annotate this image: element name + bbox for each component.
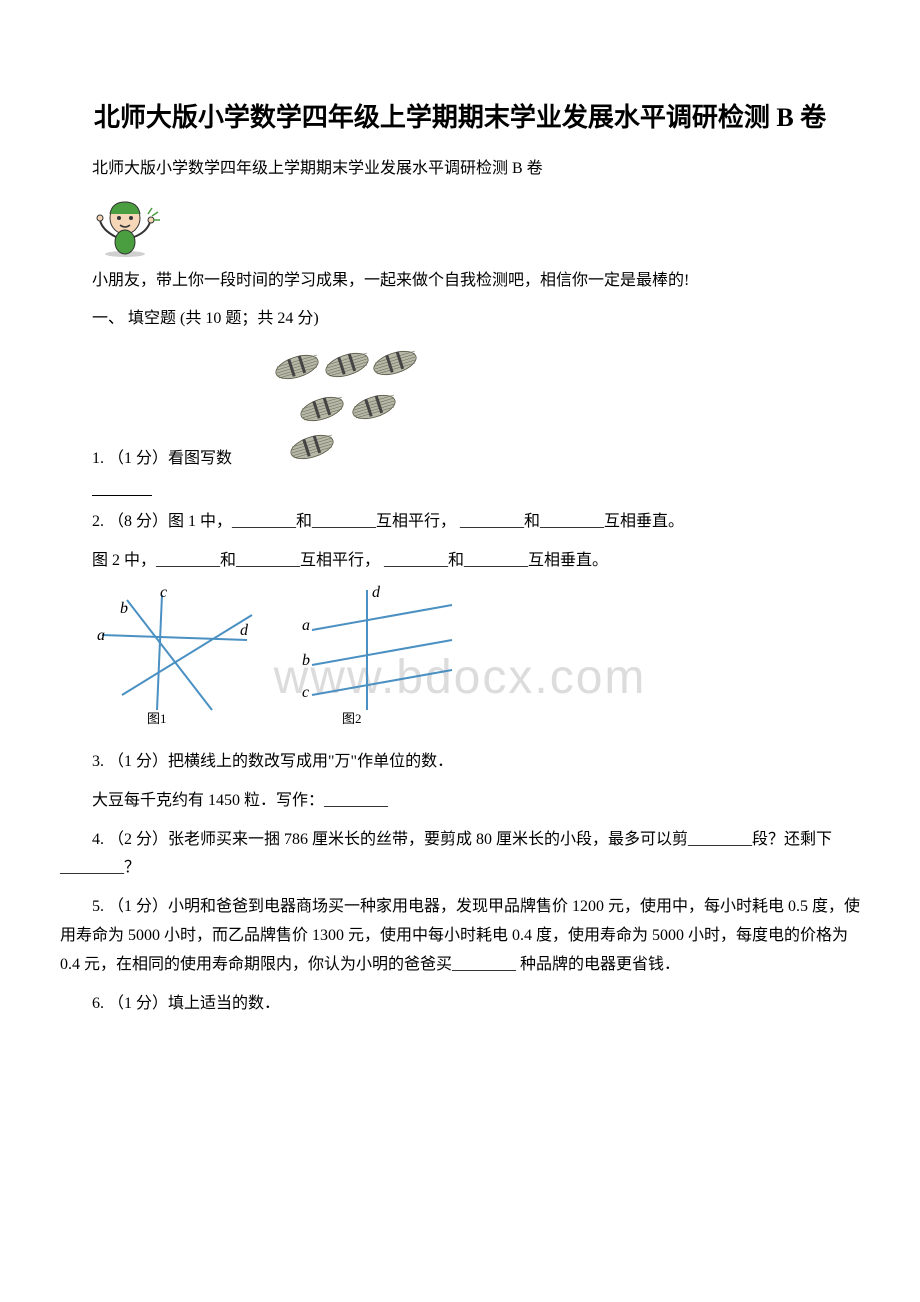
q1-blank [92, 478, 152, 496]
svg-text:d: d [240, 622, 249, 639]
question-6: 6. （1 分）填上适当的数． [60, 990, 860, 1019]
document-content: 北师大版小学数学四年级上学期期末学业发展水平调研检测 B 卷 北师大版小学数学四… [60, 100, 860, 1018]
subtitle-text: 北师大版小学数学四年级上学期期末学业发展水平调研检测 B 卷 [60, 156, 860, 182]
q1-label: 1. （1 分）看图写数 [92, 446, 232, 472]
page-title: 北师大版小学数学四年级上学期期末学业发展水平调研检测 B 卷 [60, 100, 860, 136]
question-5: 5. （1 分）小明和爸爸到电器商场买一种家用电器，发现甲品牌售价 1200 元… [60, 893, 860, 979]
svg-text:b: b [120, 600, 128, 617]
svg-text:c: c [302, 684, 309, 701]
section-1-header: 一、 填空题 (共 10 题；共 24 分) [60, 306, 860, 332]
question-2: 2. （8 分）图 1 中，________和________互相平行， ___… [60, 508, 860, 537]
svg-text:a: a [302, 617, 310, 634]
figure-2: a b c d 图2 [292, 585, 462, 734]
svg-text:b: b [302, 652, 310, 669]
svg-text:a: a [97, 627, 105, 644]
intro-text: 小朋友，带上你一段时间的学习成果，一起来做个自我检测吧，相信你一定是最棒的! [60, 268, 860, 294]
svg-text:c: c [160, 585, 167, 601]
geometry-figures: a b c d 图1 a b c d 图2 [92, 585, 860, 734]
question-1: 1. （1 分）看图写数 [60, 343, 860, 496]
svg-text:图2: 图2 [342, 711, 362, 725]
bundle-image [262, 343, 422, 472]
cartoon-image [92, 192, 860, 258]
svg-text:d: d [372, 585, 381, 601]
question-2b: 图 2 中，________和________互相平行， ________和__… [60, 547, 860, 576]
question-4: 4. （2 分）张老师买来一捆 786 厘米长的丝带，要剪成 80 厘米长的小段… [60, 826, 860, 884]
svg-text:图1: 图1 [147, 711, 167, 725]
q2-text: 2. （8 分）图 1 中，________和________互相平行， ___… [92, 513, 684, 530]
question-3b: 大豆每千克约有 1450 粒．写作：________ [60, 787, 860, 816]
figure-1: a b c d 图1 [92, 585, 262, 734]
question-3: 3. （1 分）把横线上的数改写成用"万"作单位的数． [60, 748, 860, 777]
